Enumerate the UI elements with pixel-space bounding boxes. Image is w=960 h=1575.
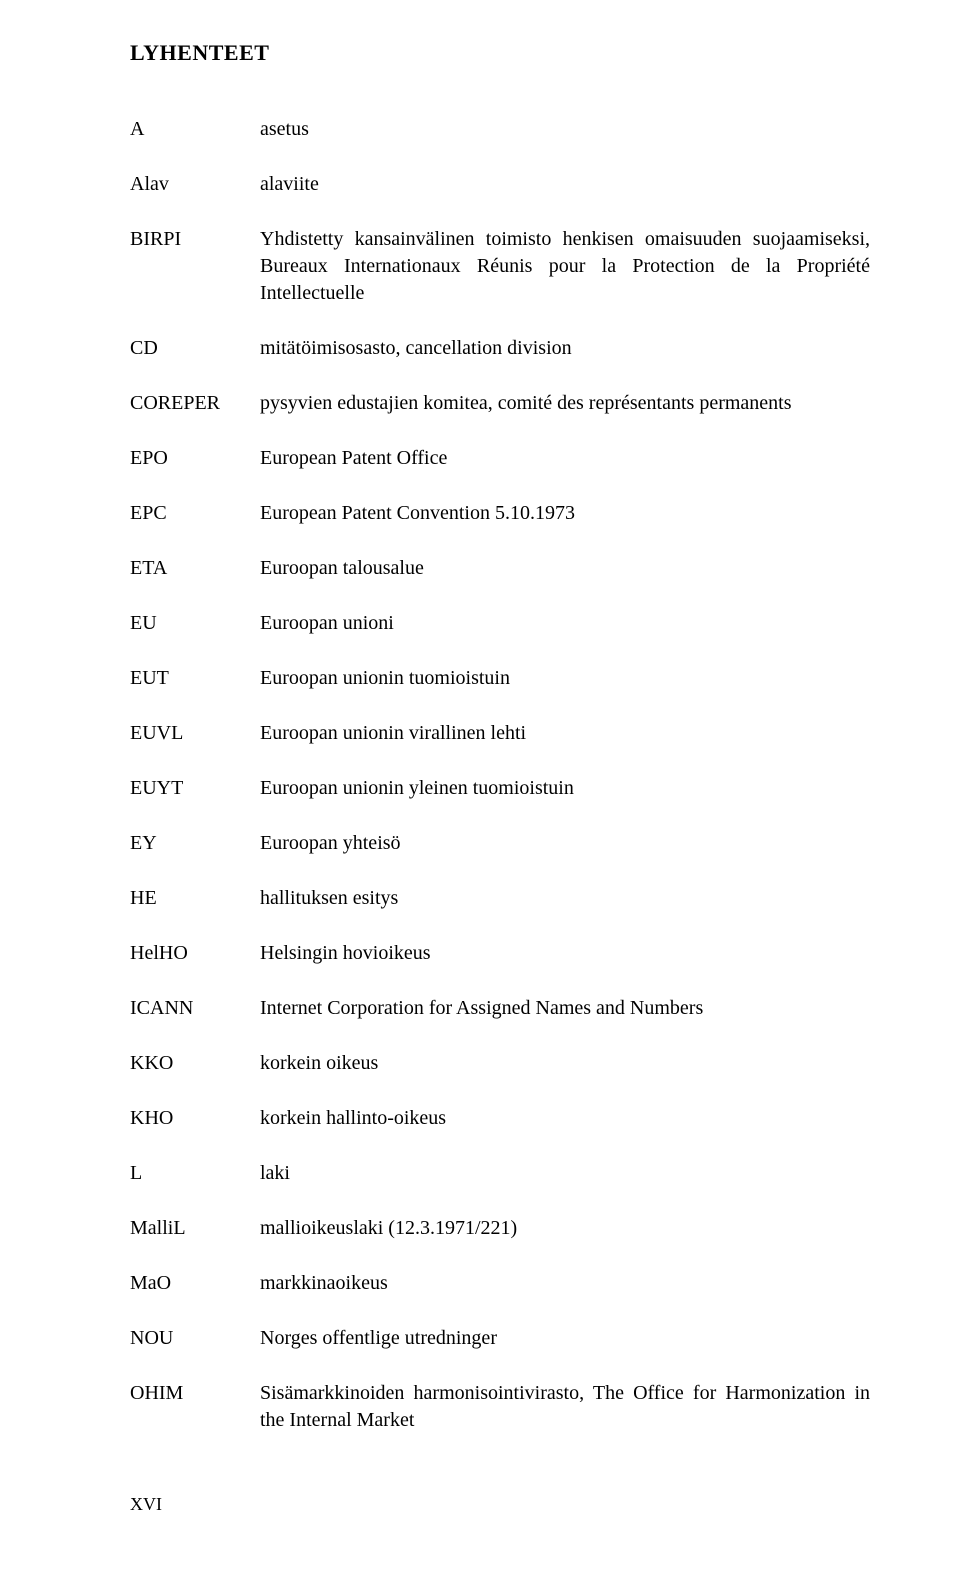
- abbreviation-definition: Internet Corporation for Assigned Names …: [260, 995, 870, 1022]
- abbreviation-definition: Sisämarkkinoiden harmonisointivirasto, T…: [260, 1380, 870, 1434]
- abbreviation-definition: asetus: [260, 116, 870, 143]
- abbreviation-term: EU: [130, 610, 260, 637]
- abbreviation-definition: mitätöimisosasto, cancellation division: [260, 335, 870, 362]
- abbreviation-definition: mallioikeuslaki (12.3.1971/221): [260, 1215, 870, 1242]
- abbreviation-term: EPO: [130, 445, 260, 472]
- abbreviation-entry: EPOEuropean Patent Office: [130, 445, 870, 472]
- abbreviation-entry: Alavalaviite: [130, 171, 870, 198]
- page-container: LYHENTEET Aasetus Alavalaviite BIRPIYhdist…: [0, 0, 960, 1575]
- abbreviation-definition: European Patent Convention 5.10.1973: [260, 500, 870, 527]
- abbreviation-definition: Yhdistetty kansainvälinen toimisto henki…: [260, 226, 870, 307]
- abbreviation-term: COREPER: [130, 390, 260, 417]
- page-title: LYHENTEET: [130, 40, 870, 66]
- abbreviation-entry: BIRPIYhdistetty kansainvälinen toimisto …: [130, 226, 870, 307]
- abbreviation-entry: EUVLEuroopan unionin virallinen lehti: [130, 720, 870, 747]
- abbreviation-entry: EPCEuropean Patent Convention 5.10.1973: [130, 500, 870, 527]
- abbreviation-definition: Euroopan unionin yleinen tuomioistuin: [260, 775, 870, 802]
- abbreviation-entry: CDmitätöimisosasto, cancellation divisio…: [130, 335, 870, 362]
- abbreviation-entry: COREPERpysyvien edustajien komitea, comi…: [130, 390, 870, 417]
- abbreviation-entry: Llaki: [130, 1160, 870, 1187]
- abbreviation-entry: MaOmarkkinaoikeus: [130, 1270, 870, 1297]
- abbreviation-entry: EYEuroopan yhteisö: [130, 830, 870, 857]
- abbreviation-definition: Helsingin hovioikeus: [260, 940, 870, 967]
- abbreviation-definition: Norges offentlige utredninger: [260, 1325, 870, 1352]
- abbreviation-term: HE: [130, 885, 260, 912]
- page-number: XVI: [130, 1494, 870, 1515]
- abbreviation-term: CD: [130, 335, 260, 362]
- abbreviation-term: MaO: [130, 1270, 260, 1297]
- abbreviation-term: EY: [130, 830, 260, 857]
- abbreviation-definition: European Patent Office: [260, 445, 870, 472]
- abbreviation-term: ETA: [130, 555, 260, 582]
- abbreviation-definition: pysyvien edustajien komitea, comité des …: [260, 390, 870, 417]
- abbreviation-definition: korkein oikeus: [260, 1050, 870, 1077]
- abbreviation-term: KKO: [130, 1050, 260, 1077]
- abbreviation-definition: laki: [260, 1160, 870, 1187]
- abbreviation-term: EUYT: [130, 775, 260, 802]
- abbreviation-entry: EUTEuroopan unionin tuomioistuin: [130, 665, 870, 692]
- abbreviation-entry: MalliLmallioikeuslaki (12.3.1971/221): [130, 1215, 870, 1242]
- abbreviation-term: EUT: [130, 665, 260, 692]
- abbreviation-entry: HEhallituksen esitys: [130, 885, 870, 912]
- abbreviation-term: NOU: [130, 1325, 260, 1352]
- abbreviation-entry: OHIMSisämarkkinoiden harmonisointivirast…: [130, 1380, 870, 1434]
- abbreviation-entry: NOUNorges offentlige utredninger: [130, 1325, 870, 1352]
- abbreviation-entry: Aasetus: [130, 116, 870, 143]
- abbreviation-entry: HelHOHelsingin hovioikeus: [130, 940, 870, 967]
- abbreviation-term: OHIM: [130, 1380, 260, 1407]
- abbreviation-entry: ICANNInternet Corporation for Assigned N…: [130, 995, 870, 1022]
- abbreviation-definition: markkinaoikeus: [260, 1270, 870, 1297]
- abbreviation-term: L: [130, 1160, 260, 1187]
- abbreviation-entry: KHOkorkein hallinto-oikeus: [130, 1105, 870, 1132]
- abbreviation-term: EPC: [130, 500, 260, 527]
- abbreviation-term: Alav: [130, 171, 260, 198]
- abbreviation-entry: ETAEuroopan talousalue: [130, 555, 870, 582]
- abbreviation-definition: hallituksen esitys: [260, 885, 870, 912]
- abbreviation-definition: Euroopan unioni: [260, 610, 870, 637]
- abbreviation-entry: KKOkorkein oikeus: [130, 1050, 870, 1077]
- abbreviation-definition: alaviite: [260, 171, 870, 198]
- abbreviation-definition: Euroopan talousalue: [260, 555, 870, 582]
- abbreviation-term: A: [130, 116, 260, 143]
- abbreviation-term: EUVL: [130, 720, 260, 747]
- abbreviation-entry: EUYTEuroopan unionin yleinen tuomioistui…: [130, 775, 870, 802]
- abbreviation-definition: Euroopan unionin virallinen lehti: [260, 720, 870, 747]
- abbreviation-entry: EUEuroopan unioni: [130, 610, 870, 637]
- abbreviation-term: KHO: [130, 1105, 260, 1132]
- abbreviation-list: Aasetus Alavalaviite BIRPIYhdistetty kansa…: [130, 116, 870, 1434]
- abbreviation-term: BIRPI: [130, 226, 260, 253]
- abbreviation-term: HelHO: [130, 940, 260, 967]
- abbreviation-definition: Euroopan yhteisö: [260, 830, 870, 857]
- abbreviation-term: MalliL: [130, 1215, 260, 1242]
- abbreviation-definition: korkein hallinto-oikeus: [260, 1105, 870, 1132]
- abbreviation-term: ICANN: [130, 995, 260, 1022]
- abbreviation-definition: Euroopan unionin tuomioistuin: [260, 665, 870, 692]
